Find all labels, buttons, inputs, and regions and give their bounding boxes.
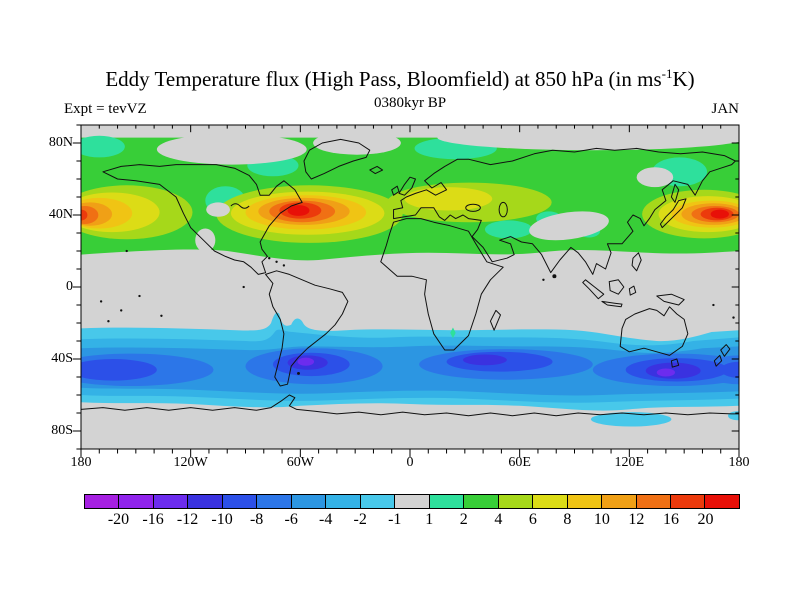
- lon-tick-label: 60E: [508, 455, 531, 470]
- chart-title: Eddy Temperature flux (High Pass, Bloomf…: [40, 66, 760, 92]
- colorbar-cell: [533, 495, 568, 508]
- colorbar-tick-label: 6: [528, 511, 537, 528]
- contour-fills: [81, 125, 739, 449]
- lon-tick-label: 180: [728, 455, 750, 470]
- colorbar-tick-label: -10: [211, 511, 233, 528]
- map-plot-area: [81, 125, 739, 449]
- lat-tick-label: 40N: [48, 207, 73, 222]
- colorbar-cell: [636, 495, 671, 508]
- colorbar-tick-label: 4: [494, 511, 503, 528]
- colorbar-tick-label: 1: [425, 511, 434, 528]
- lon-tick-label: 0: [406, 455, 414, 470]
- colorbar-tick-label: -12: [176, 511, 199, 528]
- colorbar-cell: [85, 495, 120, 508]
- colorbar-cell: [395, 495, 430, 508]
- colorbar-tick-label: -16: [142, 511, 164, 528]
- lat-tick-label: 80N: [48, 135, 73, 150]
- island-dots: [99, 249, 735, 375]
- colorbar-cell: [602, 495, 637, 508]
- colorbar-cell: [464, 495, 499, 508]
- chart-subtitle: 0380kyr BP: [373, 95, 447, 111]
- colorbar-tick-label: -8: [249, 511, 264, 528]
- colorbar-tick-label: 12: [628, 511, 645, 528]
- colorbar: [84, 494, 740, 509]
- colorbar-tick-label: -1: [388, 511, 402, 528]
- coastlines: [81, 139, 739, 415]
- colorbar-tick-label: -20: [107, 511, 130, 528]
- colorbar-cell: [429, 495, 465, 508]
- colorbar-tick-label: 20: [697, 511, 714, 528]
- lon-tick-label: 60W: [286, 455, 314, 470]
- lat-tick-label: 40S: [51, 351, 73, 366]
- colorbar-cell: [670, 495, 706, 508]
- colorbar-cell: [326, 495, 361, 508]
- month-label: JAN: [711, 101, 739, 117]
- colorbar-tick-label: -4: [319, 511, 333, 528]
- colorbar-cell: [257, 495, 292, 508]
- colorbar-cell: [188, 495, 223, 508]
- colorbar-cell: [360, 495, 396, 508]
- colorbar-cell: [291, 495, 327, 508]
- chart-title-exponent: -1: [661, 66, 673, 81]
- axis-ticks: [73, 125, 739, 457]
- colorbar-tick-label: 10: [593, 511, 610, 528]
- colorbar-labels: -20 -16 -12 -10 -8 -6 -4 -2 -1 1 2 4 6 8 10 12 16 20: [84, 511, 740, 531]
- colorbar-cell: [498, 495, 534, 508]
- lon-tick-label: 120E: [614, 455, 645, 470]
- experiment-label: Expt = tevVZ: [64, 101, 147, 117]
- colorbar-tick-label: 2: [459, 511, 468, 528]
- colorbar-cell: [222, 495, 258, 508]
- colorbar-cell: [705, 495, 739, 508]
- colorbar-cell: [153, 495, 189, 508]
- contour-map: [81, 125, 739, 449]
- lat-tick-label: 0: [66, 279, 73, 294]
- colorbar-tick-label: 8: [563, 511, 572, 528]
- lat-tick-label: 80S: [51, 423, 73, 438]
- chart-title-units-close: K): [672, 67, 695, 91]
- chart-title-text: Eddy Temperature flux (High Pass, Bloomf…: [105, 67, 662, 91]
- lon-tick-label: 180: [70, 455, 92, 470]
- colorbar-tick-label: -6: [284, 511, 298, 528]
- colorbar-tick-label: 16: [662, 511, 679, 528]
- south-negative-band: [81, 312, 739, 427]
- colorbar-cell: [567, 495, 603, 508]
- colorbar-cell: [119, 495, 154, 508]
- colorbar-tick-label: -2: [353, 511, 367, 528]
- lon-tick-label: 120W: [173, 455, 208, 470]
